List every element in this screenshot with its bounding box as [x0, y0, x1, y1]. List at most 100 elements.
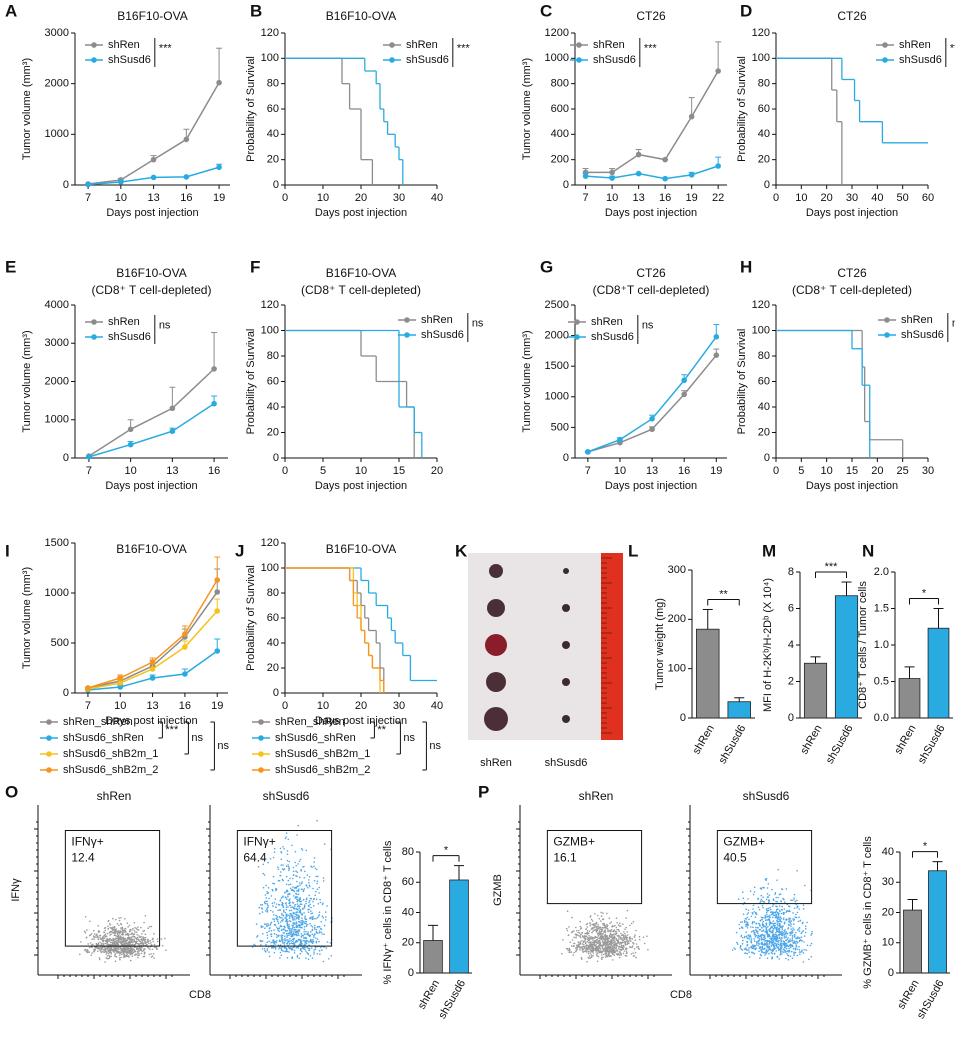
event-dot	[785, 937, 787, 939]
event-dot	[580, 926, 582, 928]
event-dot	[748, 947, 750, 949]
event-dot	[134, 944, 136, 946]
event-dot	[605, 938, 607, 940]
event-dot	[277, 866, 279, 868]
event-dot	[141, 953, 143, 955]
event-dot	[137, 929, 139, 931]
event-dot	[747, 941, 749, 943]
event-dot	[765, 938, 767, 940]
event-dot	[130, 944, 132, 946]
event-dot	[766, 908, 768, 910]
event-dot	[805, 928, 807, 930]
event-dot	[293, 867, 295, 869]
y-tick-label: 100	[668, 663, 686, 675]
significance-label: ***	[159, 42, 173, 54]
event-dot	[151, 956, 153, 958]
data-point	[715, 68, 721, 74]
y-tick-label: 120	[752, 299, 770, 311]
event-dot	[296, 876, 298, 878]
event-dot	[609, 922, 611, 924]
event-dot	[279, 904, 281, 906]
event-dot	[288, 884, 290, 886]
event-dot	[317, 926, 319, 928]
event-dot	[611, 951, 613, 953]
data-point	[151, 157, 157, 163]
event-dot	[751, 952, 753, 954]
event-dot	[788, 951, 790, 953]
tumor	[485, 634, 507, 656]
panel-label: F	[250, 257, 260, 276]
event-dot	[749, 956, 751, 958]
event-dot	[765, 880, 767, 882]
data-point	[214, 589, 220, 595]
event-dot	[296, 912, 298, 914]
y-axis-label: MFI of H-2Kᵇ/H-2Dᵇ (X 10⁴)	[762, 578, 774, 712]
event-dot	[299, 882, 301, 884]
plot-title: shRen	[579, 789, 614, 803]
event-dot	[740, 946, 742, 948]
event-dot	[763, 936, 765, 938]
event-dot	[795, 949, 797, 951]
event-dot	[799, 920, 801, 922]
event-dot	[128, 955, 130, 957]
event-dot	[786, 951, 788, 953]
event-dot	[797, 929, 799, 931]
y-tick-label: 120	[261, 299, 279, 311]
significance-label: **	[377, 724, 386, 736]
y-tick-label: 40	[882, 846, 894, 858]
x-axis-label: Days post injection	[315, 207, 407, 219]
event-dot	[325, 911, 327, 913]
event-dot	[777, 909, 779, 911]
y-tick-label: 80	[758, 350, 770, 362]
event-dot	[632, 942, 634, 944]
event-dot	[280, 871, 282, 873]
event-dot	[296, 927, 298, 929]
event-dot	[616, 917, 618, 919]
event-dot	[631, 953, 633, 955]
event-dot	[315, 937, 317, 939]
event-dot	[768, 901, 770, 903]
event-dot	[775, 932, 777, 934]
x-tick-label: 40	[431, 700, 443, 712]
event-dot	[316, 898, 318, 900]
event-dot	[762, 922, 764, 924]
event-dot	[310, 931, 312, 933]
event-dot	[755, 913, 757, 915]
event-dot	[643, 936, 645, 938]
event-dot	[794, 936, 796, 938]
event-dot	[299, 916, 301, 918]
event-dot	[795, 948, 797, 950]
event-dot	[776, 944, 778, 946]
event-dot	[744, 920, 746, 922]
event-dot	[602, 919, 604, 921]
event-dot	[638, 946, 640, 948]
event-dot	[581, 957, 583, 959]
event-dot	[297, 956, 299, 958]
data-point	[214, 608, 220, 614]
event-dot	[272, 911, 274, 913]
event-dot	[319, 950, 321, 952]
event-dot	[588, 951, 590, 953]
event-dot	[327, 941, 329, 943]
event-dot	[601, 957, 603, 959]
event-dot	[311, 867, 313, 869]
event-dot	[290, 888, 292, 890]
x-tick-label: 60	[922, 192, 934, 204]
event-dot	[162, 945, 164, 947]
event-dot	[744, 936, 746, 938]
data-point	[649, 416, 655, 422]
event-dot	[276, 940, 278, 942]
event-dot	[792, 940, 794, 942]
event-dot	[271, 947, 273, 949]
event-dot	[597, 937, 599, 939]
event-dot	[303, 866, 305, 868]
legend-marker	[389, 42, 395, 48]
event-dot	[289, 943, 291, 945]
event-dot	[112, 944, 114, 946]
event-dot	[616, 922, 618, 924]
event-dot	[753, 945, 755, 947]
event-dot	[626, 927, 628, 929]
event-dot	[291, 910, 293, 912]
event-dot	[763, 901, 765, 903]
y-tick-label: 0.5	[874, 675, 889, 687]
